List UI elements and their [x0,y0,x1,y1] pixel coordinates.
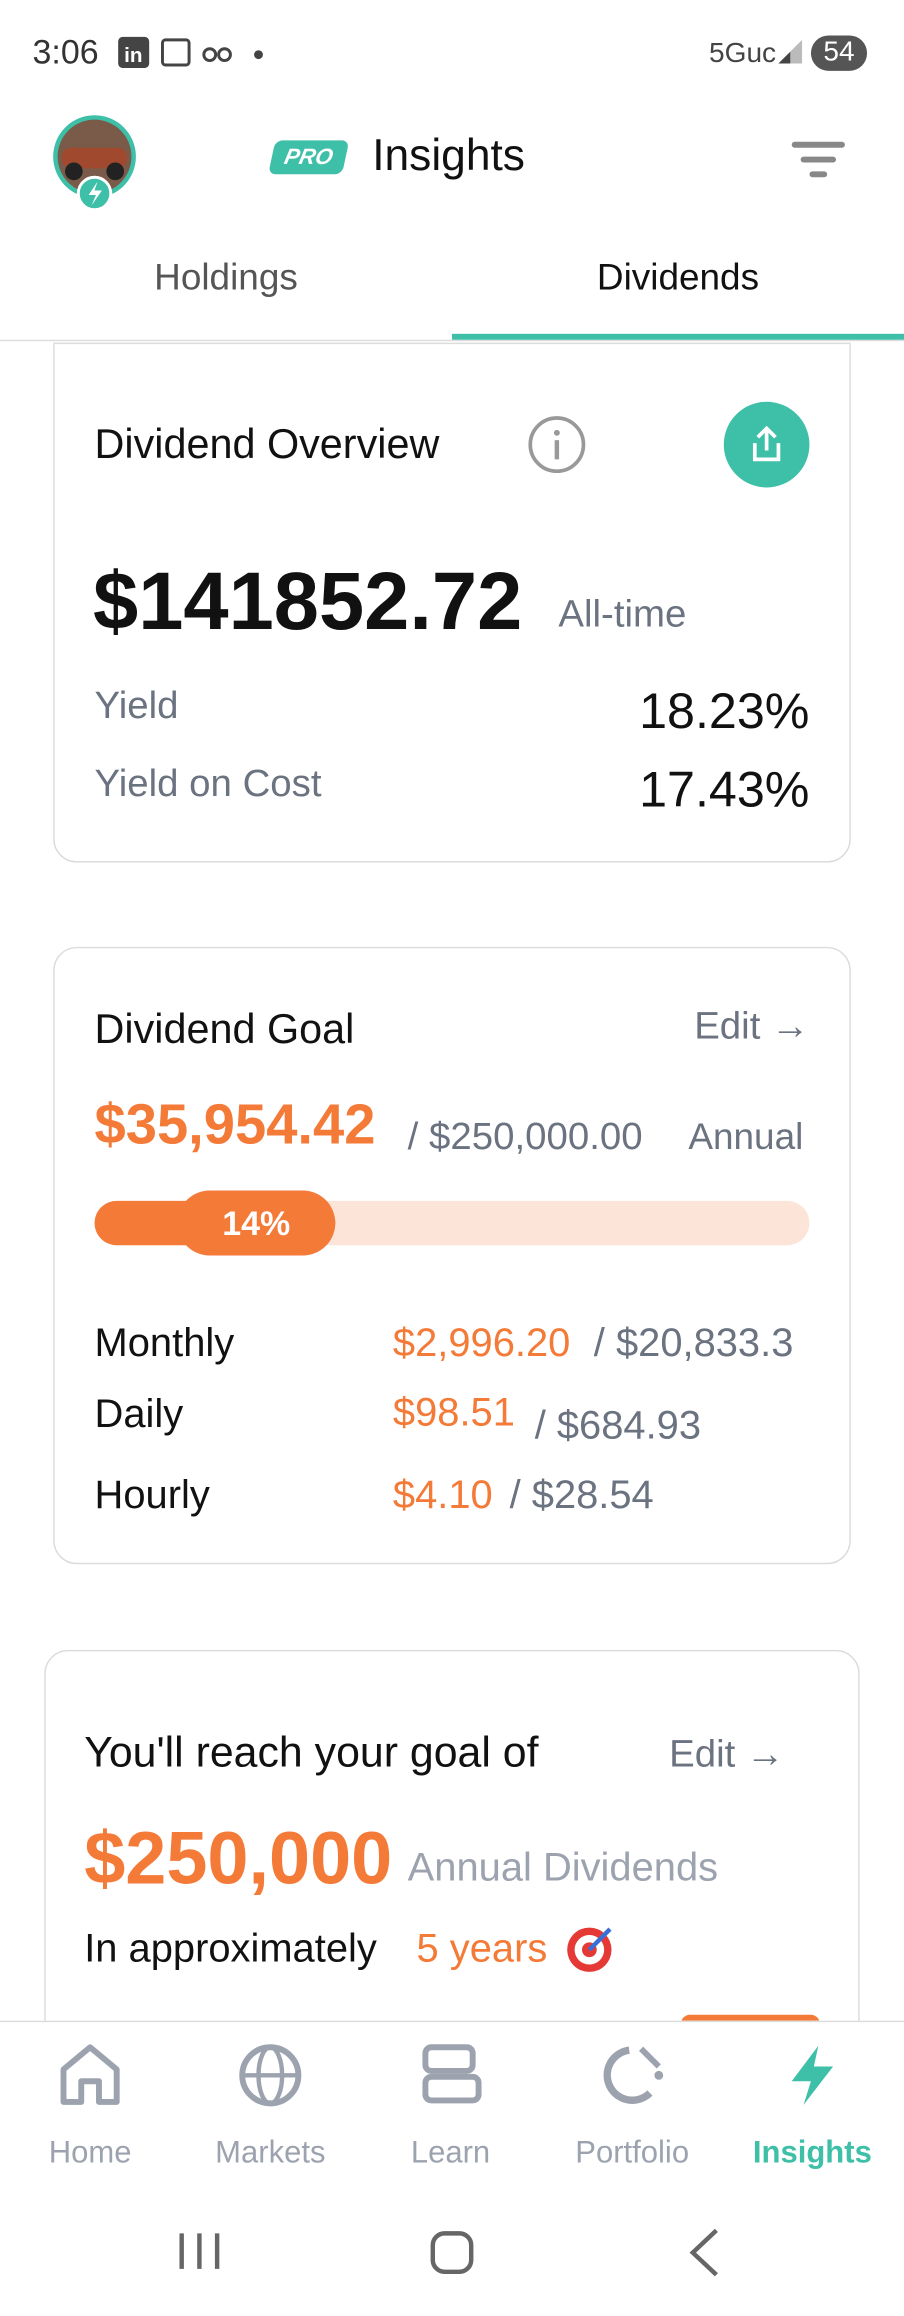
nav-markets-icon[interactable] [238,2043,306,2108]
tab-divider [0,339,904,342]
daily-label: Daily [94,1391,184,1436]
yield-label: Yield [94,682,179,727]
goal-card [53,946,851,1565]
progress-label: 14% [177,1190,336,1256]
status-icons: in [118,36,263,68]
reach-time: 5 years [416,1926,548,1971]
tab-active[interactable]: Dividends [596,257,760,299]
target-icon [567,1927,612,1972]
nav-label[interactable]: Portfolio [575,2135,690,2170]
nav-insights-icon[interactable] [783,2043,842,2108]
reach-title: You'll reach your goal of [84,1729,539,1777]
goal-period: Annual [688,1119,804,1157]
yield-value: 18.23% [639,683,810,741]
system-nav [179,2228,718,2277]
reach-period: Annual Dividends [407,1844,719,1890]
hourly-target: / $28.54 [509,1472,654,1517]
tab-indicator [451,333,904,340]
goal-edit[interactable]: Edit → [694,1002,810,1048]
hourly-current: $4.10 [392,1472,493,1517]
monthly-current: $2,996.20 [392,1320,571,1365]
daily-current: $98.51 [392,1389,515,1435]
nav-home-icon[interactable] [58,2043,126,2108]
monthly-label: Monthly [94,1320,235,1365]
info-button[interactable] [527,415,586,474]
daily-target: / $684.93 [534,1403,702,1448]
nav-label-active[interactable]: Insights [752,2135,872,2170]
nav-label[interactable]: Home [48,2135,132,2170]
hourly-label: Hourly [94,1472,210,1517]
overview-card [53,342,851,863]
monthly-target: / $20,833.3 [593,1323,794,1364]
goal-target: / $250,000.00 [407,1113,643,1159]
bottom-nav [0,2020,904,2203]
overview-title: Dividend Overview [94,420,440,467]
goal-current: $35,954.42 [94,1094,376,1157]
reach-amount: $250,000 [84,1816,393,1900]
pro-badge: PRO [268,140,350,175]
share-button[interactable] [723,401,810,488]
reach-prefix: In approximately [84,1926,377,1971]
yield-on-cost-label: Yield on Cost [94,760,322,806]
yield-on-cost-value: 17.43% [639,762,810,819]
nav-learn-icon[interactable] [418,2043,486,2108]
overview-period: All-time [558,590,687,636]
nav-label[interactable]: Learn [410,2135,491,2170]
svg-text:in: in [124,44,142,67]
nav-label[interactable]: Markets [215,2135,326,2170]
status-network: 5Guc [709,38,777,70]
tab[interactable]: Holdings [154,257,298,299]
overview-amount: $141852.72 [93,555,523,647]
goal-title: Dividend Goal [94,1005,355,1052]
signal-icon [778,39,803,64]
nav-portfolio-icon[interactable] [600,2043,668,2108]
header-title: Insights [372,131,525,181]
status-time: 3:06 [32,32,99,71]
avatar[interactable] [53,115,142,212]
status-battery: 54 [810,35,868,71]
filter-button[interactable] [791,141,848,180]
reach-edit[interactable]: Edit → [669,1731,785,1776]
